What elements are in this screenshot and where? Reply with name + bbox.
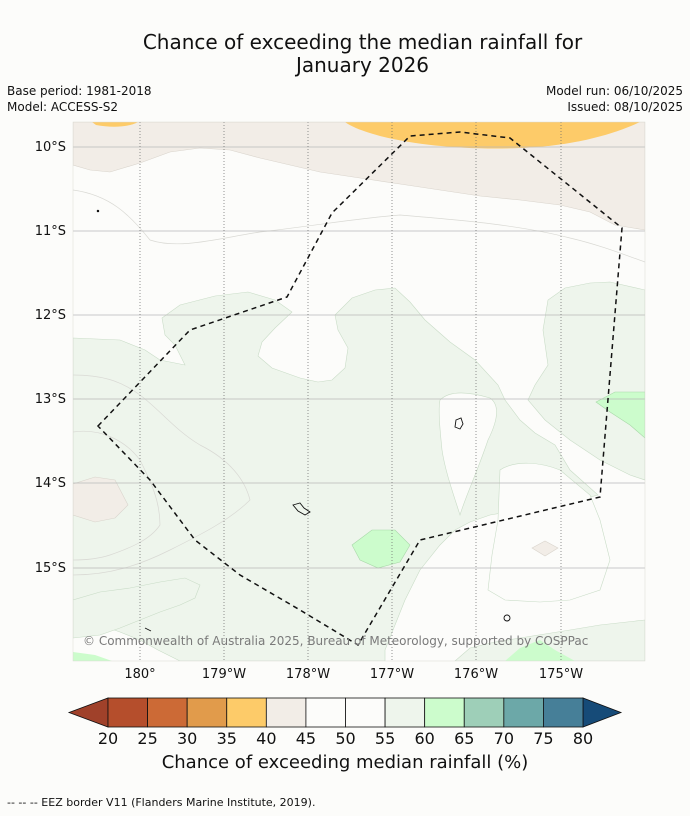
lat-label: 12°S [35, 308, 66, 323]
island-shape [96, 209, 100, 213]
colorbar-tick-label: 25 [137, 729, 157, 748]
field-50-55-inner [438, 392, 497, 517]
title-line-1: Chance of exceeding the median rainfall … [142, 30, 583, 54]
eez-border [96, 131, 623, 647]
colorbar-segment [265, 697, 307, 728]
contour-line-north [73, 189, 645, 263]
colorbar-tick-label: 20 [98, 729, 118, 748]
meta-right: Model run: 06/10/2025 Issued: 08/10/2025 [546, 83, 683, 115]
colorbar-extend-high [582, 697, 623, 728]
field-40-45-north [73, 122, 645, 231]
map-frame [72, 121, 646, 662]
colorbar-tick-label: 35 [217, 729, 237, 748]
colorbar-segment [107, 697, 148, 728]
colorbar-tick-label: 75 [533, 729, 553, 748]
lon-label: 177°W [370, 667, 414, 682]
colorbar: 20 25 30 35 40 45 50 55 60 65 70 75 80 [67, 697, 623, 748]
islands [96, 209, 511, 632]
latitude-gridlines [73, 146, 645, 569]
forecast-map: © Commonwealth of Australia 2025, Bureau… [35, 121, 646, 748]
longitude-labels: 180° 179°W 178°W 177°W 176°W 175°W [124, 667, 583, 682]
field-40-45-southeast [531, 540, 559, 557]
island-shape [144, 627, 152, 632]
model-name: Model: ACCESS-S2 [7, 100, 119, 114]
colorbar-segment [305, 697, 346, 728]
lon-label: 180° [124, 667, 155, 682]
eez-legend: -- -- -- EEZ border V11 (Flanders Marine… [7, 796, 316, 809]
map-title: Chance of exceeding the median rainfall … [0, 31, 690, 77]
lat-label: 13°S [35, 392, 66, 407]
field-60-65-central [351, 529, 411, 569]
field-40-45-west [73, 476, 129, 523]
colorbar-segment [543, 697, 584, 728]
colorbar-tick-label: 60 [414, 729, 434, 748]
field-55-60-east [527, 281, 645, 481]
issued-date: Issued: 08/10/2025 [567, 100, 683, 114]
lon-label: 175°W [539, 667, 583, 682]
meta-left: Base period: 1981-2018 Model: ACCESS-S2 [7, 83, 152, 115]
lat-label: 14°S [35, 476, 66, 491]
latitude-labels: 10°S 11°S 12°S 13°S 14°S 15°S [35, 140, 66, 576]
rainfall-fields: © Commonwealth of Australia 2025, Bureau… [73, 122, 645, 661]
lon-label: 179°W [202, 667, 246, 682]
field-55-60-south [73, 577, 201, 639]
colorbar-tick-label: 70 [494, 729, 514, 748]
colorbar-segment [226, 697, 267, 728]
field-35-40-northwest [92, 122, 138, 127]
colorbar-tick-label: 55 [375, 729, 395, 748]
island-shape [454, 417, 464, 430]
model-run: Model run: 06/10/2025 [545, 84, 683, 98]
field-60-65-southwest [73, 652, 112, 661]
contour-line-west [73, 374, 251, 576]
colorbar-segment [345, 697, 386, 728]
colorbar-extend-low [67, 697, 109, 728]
colorbar-tick-label: 30 [177, 729, 197, 748]
colorbar-segment [424, 697, 465, 728]
colorbar-segment [463, 697, 505, 728]
colorbar-segment [147, 697, 188, 728]
field-50-55-se-inner [487, 462, 611, 603]
lat-label: 15°S [35, 561, 66, 576]
lon-label: 178°W [286, 667, 330, 682]
colorbar-segment [186, 697, 228, 728]
island-shape [292, 502, 311, 516]
colorbar-tick-label: 40 [256, 729, 276, 748]
colorbar-tick-label: 65 [454, 729, 474, 748]
lon-label: 176°W [454, 667, 498, 682]
island-shape [503, 614, 511, 622]
colorbar-segment [384, 697, 426, 728]
colorbar-tick-label: 80 [573, 729, 593, 748]
lat-label: 10°S [35, 140, 66, 155]
credit-text: © Commonwealth of Australia 2025, Bureau… [83, 634, 588, 648]
colorbar-tick-label: 50 [335, 729, 355, 748]
colorbar-title: Chance of exceeding median rainfall (%) [161, 752, 529, 773]
field-60-65-east [595, 391, 645, 439]
field-60-65-southeast [505, 640, 575, 661]
contour-line-west-2 [73, 430, 161, 561]
field-55-60-southeast [454, 619, 645, 661]
colorbar-tick-label: 45 [296, 729, 316, 748]
lat-label: 11°S [35, 224, 66, 239]
colorbar-segment [503, 697, 544, 728]
title-line-2: January 2026 [295, 53, 430, 77]
base-period: Base period: 1981-2018 [7, 84, 152, 98]
